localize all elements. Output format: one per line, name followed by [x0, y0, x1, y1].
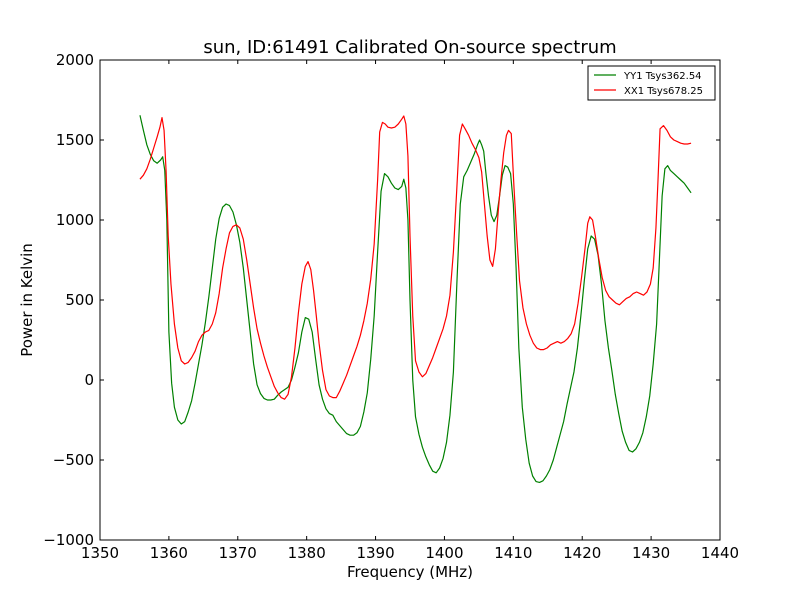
- y-tick-label: −500: [53, 451, 94, 469]
- y-tick-label: 2000: [56, 51, 94, 69]
- x-tick-label: 1350: [81, 544, 119, 562]
- plot-area: 1350 1360 1370 1380 1390 1400 1410 1420 1430 1440…: [43, 51, 739, 562]
- legend: YY1 Tsys362.54 XX1 Tsys678.25: [587, 65, 716, 101]
- chart-title: sun, ID:61491 Calibrated On-source spect…: [203, 37, 616, 58]
- plot-frame: [99, 59, 721, 541]
- x-tick-label: 1380: [288, 544, 326, 562]
- y-tick-label: −1000: [43, 531, 94, 549]
- x-tick-label: 1360: [150, 544, 188, 562]
- x-tick-label: 1420: [563, 544, 601, 562]
- series-line-xx1: [139, 115, 692, 400]
- legend-box: [587, 65, 716, 101]
- x-tick-label: 1410: [494, 544, 532, 562]
- x-tick-label: 1440: [701, 544, 739, 562]
- y-tick-label: 1500: [56, 131, 94, 149]
- x-axis-label: Frequency (MHz): [347, 563, 473, 581]
- x-tick-label: 1390: [356, 544, 394, 562]
- y-tick-label: 500: [65, 291, 94, 309]
- y-tick-label: 1000: [56, 211, 94, 229]
- series-layer: [139, 115, 692, 483]
- legend-label-xx1: XX1 Tsys678.25: [624, 86, 703, 97]
- y-axis-label: Power in Kelvin: [18, 243, 36, 357]
- y-tick-label: 0: [84, 371, 94, 389]
- x-tick-label: 1430: [632, 544, 670, 562]
- ticks-layer: 1350 1360 1370 1380 1390 1400 1410 1420 1430 1440…: [43, 51, 739, 562]
- x-tick-label: 1400: [425, 544, 463, 562]
- legend-label-yy1: YY1 Tsys362.54: [623, 71, 702, 82]
- x-tick-label: 1370: [219, 544, 257, 562]
